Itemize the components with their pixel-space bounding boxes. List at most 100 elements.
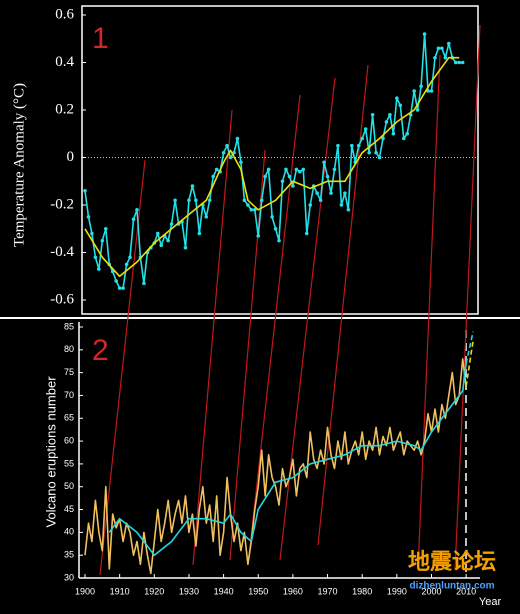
- series-line: [84, 56, 460, 278]
- point: [204, 215, 209, 219]
- point: [124, 262, 129, 267]
- point: [419, 84, 423, 89]
- point: [211, 174, 216, 179]
- y-tick-label: 0.6: [55, 6, 74, 22]
- red-line: [99, 159, 146, 576]
- point: [398, 103, 403, 108]
- point: [453, 60, 458, 65]
- point: [360, 136, 364, 141]
- point: [339, 203, 344, 207]
- point: [384, 120, 389, 124]
- point: [370, 112, 375, 117]
- point: [155, 231, 160, 236]
- x-tick-label: 1910: [110, 586, 130, 596]
- point: [114, 279, 118, 283]
- point: [83, 188, 87, 193]
- y-tick-label: 0.2: [55, 101, 74, 117]
- x-tick-label: 2000: [421, 586, 441, 596]
- point: [318, 198, 323, 203]
- point: [388, 112, 392, 117]
- point: [343, 191, 347, 195]
- point: [239, 160, 243, 165]
- panel-number: 2: [92, 334, 109, 367]
- point: [225, 143, 229, 148]
- x-tick-label: 1990: [387, 586, 407, 596]
- red-line: [417, 54, 441, 571]
- point: [142, 281, 146, 286]
- point: [128, 255, 132, 260]
- point: [401, 136, 406, 141]
- point: [235, 136, 240, 141]
- point: [90, 231, 94, 236]
- x-tick-label: 1920: [144, 586, 164, 596]
- x-tick-label: 1930: [179, 586, 199, 596]
- x-tick-label: 1960: [283, 586, 303, 596]
- point: [457, 60, 462, 65]
- point: [346, 207, 351, 212]
- point: [415, 108, 420, 112]
- point: [436, 46, 441, 51]
- point: [214, 167, 219, 172]
- x-tick-label: 2010: [456, 586, 476, 596]
- point: [86, 215, 91, 219]
- point: [440, 46, 444, 51]
- point: [412, 89, 416, 93]
- point: [422, 32, 427, 36]
- x-tick-label: 1950: [248, 586, 268, 596]
- point: [291, 184, 295, 188]
- point: [270, 215, 274, 219]
- y-tick-label: -0.6: [50, 291, 74, 307]
- point: [298, 169, 302, 174]
- point: [221, 150, 226, 155]
- point: [135, 207, 139, 212]
- y-tick-label: 0.4: [55, 54, 74, 70]
- x-tick-label: 1900: [75, 586, 95, 596]
- y-tick-label: 75: [64, 367, 74, 377]
- point: [329, 191, 333, 195]
- point: [197, 231, 202, 236]
- point: [374, 150, 378, 155]
- point: [460, 60, 465, 65]
- series-line: [465, 331, 474, 364]
- point: [228, 155, 233, 160]
- point: [117, 286, 122, 290]
- red-line: [454, 24, 481, 571]
- point: [246, 203, 250, 207]
- point: [252, 207, 257, 212]
- point: [284, 167, 288, 172]
- series-line: [108, 363, 467, 556]
- point: [166, 238, 170, 243]
- point: [429, 89, 434, 93]
- red-links: [99, 24, 481, 576]
- y-tick-label: 45: [64, 504, 74, 514]
- point: [100, 238, 105, 243]
- y-tick-label: 60: [64, 435, 74, 445]
- point: [93, 255, 98, 260]
- point: [159, 243, 164, 248]
- point: [301, 167, 306, 172]
- y-tick-label: 30: [64, 572, 74, 582]
- point: [332, 167, 337, 172]
- watermark-url: dizhenluntan.com: [410, 581, 495, 592]
- point: [259, 198, 264, 203]
- point: [367, 150, 371, 155]
- y-tick-label: 35: [64, 550, 74, 560]
- point: [304, 231, 309, 236]
- point: [173, 198, 177, 203]
- y-tick-label: 40: [64, 527, 74, 537]
- point: [263, 174, 267, 179]
- point: [194, 198, 198, 203]
- panel-number: 1: [92, 22, 109, 55]
- series-line: [84, 358, 467, 575]
- y-tick-label: 0: [67, 149, 75, 165]
- point: [322, 160, 326, 165]
- red-line: [247, 94, 301, 566]
- y-tick-label: 85: [64, 321, 74, 331]
- x-tick-label: 1980: [352, 586, 372, 596]
- point: [183, 245, 188, 250]
- point: [391, 131, 396, 136]
- point: [273, 226, 278, 231]
- x-tick-label: 1940: [214, 586, 234, 596]
